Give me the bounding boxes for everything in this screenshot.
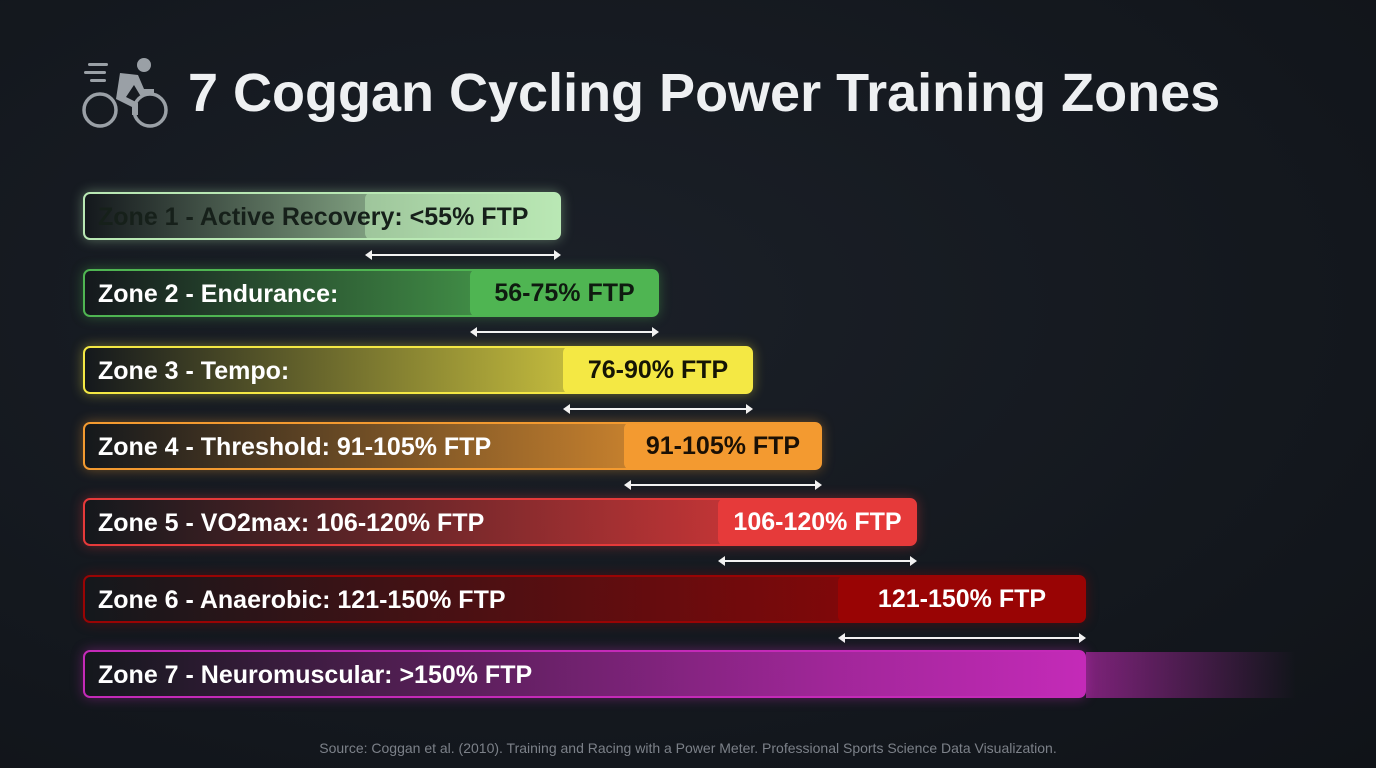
zone-range-label: 91-105% FTP: [645, 431, 801, 460]
zone-range-arrow: [624, 480, 822, 490]
zone-range-arrow: [718, 556, 917, 566]
zone-range-label: 56-75% FTP: [494, 278, 635, 307]
zone-label: Zone 7 - Neuromuscular: >150% FTP: [98, 661, 533, 689]
zone-range-highlight: [365, 194, 559, 238]
zone-bar-3: Zone 3 - Tempo: 76-90% FTP: [83, 346, 753, 394]
zone-open-ended-fade: [1086, 652, 1296, 698]
zone-range-highlight: 106-120% FTP: [718, 500, 915, 544]
zone-label: Zone 2 - Endurance:: [98, 280, 339, 308]
zone-range-label: 76-90% FTP: [587, 355, 729, 384]
cyclist-icon: [82, 58, 168, 128]
source-note: Source: Coggan et al. (2010). Training a…: [319, 740, 1057, 756]
chart-title: 7 Coggan Cycling Power Training Zones: [188, 63, 1221, 123]
zone-bar-5: Zone 5 - VO2max: 106-120% FTP 106-120% FT…: [83, 498, 917, 546]
zone-range-highlight: 121-150% FTP: [838, 577, 1084, 621]
zone-bar-2: Zone 2 - Endurance: 56-75% FTP: [83, 269, 659, 317]
zone-range-label: 106-120% FTP: [733, 507, 902, 536]
zone-bar-6: Zone 6 - Anaerobic: 121-150% FTP 121-150%…: [83, 575, 1086, 623]
zone-range-arrow: [563, 404, 753, 414]
zone-label: Zone 3 - Tempo:: [98, 357, 290, 385]
zone-range-highlight: 56-75% FTP: [470, 271, 657, 315]
zone-range-highlight: 91-105% FTP: [624, 424, 820, 468]
zone-range-arrow: [470, 327, 659, 337]
zone-bar-7: Zone 7 - Neuromuscular: >150% FTP: [83, 650, 1086, 698]
zone-range-arrow: [365, 250, 561, 260]
zone-label: Zone 5 - VO2max: 106-120% FTP: [98, 509, 485, 537]
zone-bar-4: Zone 4 - Threshold: 91-105% FTP 91-105% F…: [83, 422, 822, 470]
zone-label: Zone 6 - Anaerobic: 121-150% FTP: [98, 586, 506, 614]
zone-range-arrow: [838, 633, 1086, 643]
zone-range-label: 121-150% FTP: [877, 584, 1047, 613]
zone-range-highlight: 76-90% FTP: [563, 348, 751, 392]
zone-label: Zone 4 - Threshold: 91-105% FTP: [98, 433, 492, 461]
zone-label: Zone 1 - Active Recovery: <55% FTP: [98, 203, 529, 231]
zone-bar-1: Zone 1 - Active Recovery: <55% FTP: [83, 192, 561, 240]
